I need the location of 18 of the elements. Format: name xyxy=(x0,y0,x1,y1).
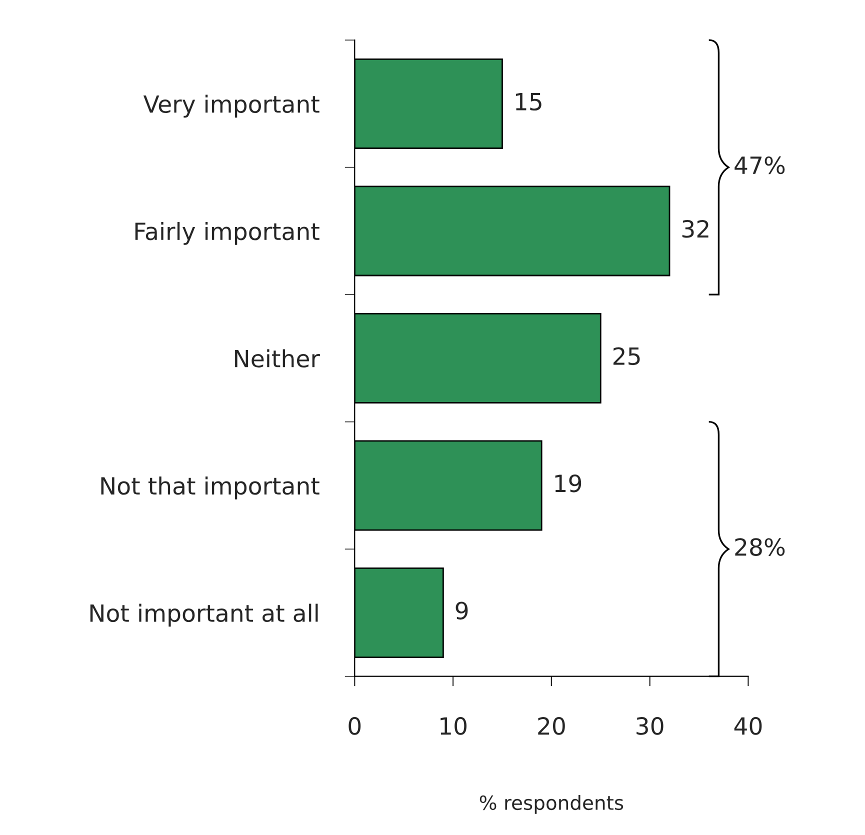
annotation: 28% xyxy=(735,538,785,556)
x-tick-label: 40 xyxy=(734,717,762,735)
x-tick-label: 0 xyxy=(348,717,361,735)
x-tick-label: 10 xyxy=(440,717,466,735)
y-tick-label: Not that important xyxy=(101,476,320,500)
y-tick-label: Fairly important xyxy=(135,222,320,245)
data-label: 9 xyxy=(456,602,468,620)
y-tick-label: Neither xyxy=(235,349,320,368)
data-label: 25 xyxy=(613,347,640,366)
annotation: 47% xyxy=(734,156,785,174)
x-tick-label: 20 xyxy=(538,717,565,735)
y-tick-label: Not important at all xyxy=(90,604,318,627)
data-label: 15 xyxy=(516,93,542,111)
x-tick-label: 30 xyxy=(636,717,664,735)
y-tick-label: Very important xyxy=(143,94,320,118)
x-axis-title: % respondents xyxy=(480,795,624,814)
data-label: 19 xyxy=(555,474,582,492)
data-label: 32 xyxy=(682,220,708,238)
